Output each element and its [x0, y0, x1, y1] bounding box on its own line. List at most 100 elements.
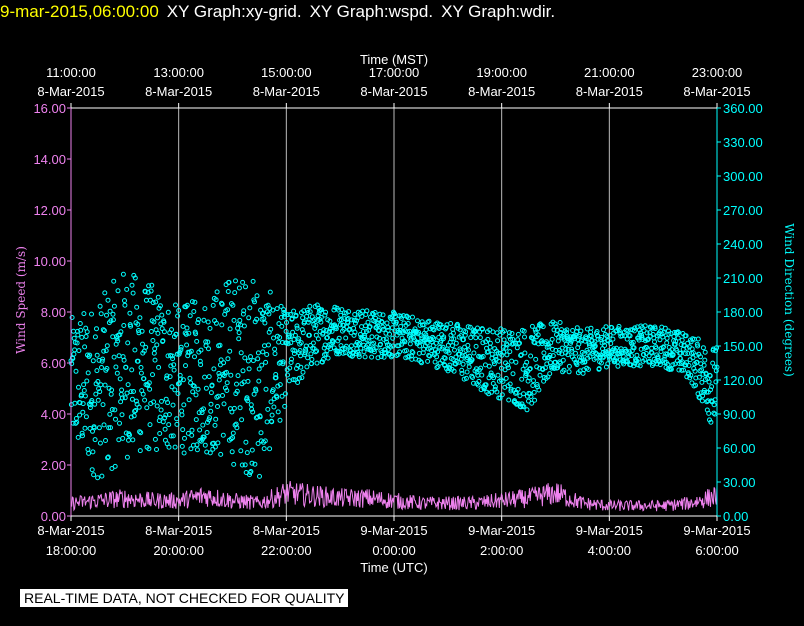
- wind-direction-point: [148, 288, 154, 294]
- wind-direction-point: [652, 339, 657, 345]
- wind-direction-point: [419, 360, 424, 366]
- wind-direction-point: [71, 335, 77, 341]
- wind-direction-point: [443, 325, 449, 331]
- wind-direction-point: [649, 345, 655, 351]
- wind-direction-point: [129, 396, 135, 402]
- wind-direction-point: [376, 328, 382, 334]
- wind-direction-point: [217, 342, 223, 348]
- wind-direction-point: [273, 372, 279, 377]
- wind-direction-point: [294, 323, 300, 329]
- wind-direction-point: [275, 409, 281, 415]
- wind-direction-point: [398, 324, 404, 329]
- wind-direction-point: [307, 303, 313, 309]
- wind-direction-point: [99, 358, 105, 364]
- wind-direction-point: [146, 283, 152, 289]
- right-tick-label: 30.00: [723, 475, 756, 490]
- wind-direction-point: [653, 345, 659, 351]
- wind-direction-point: [552, 321, 558, 327]
- wind-direction-point: [696, 374, 702, 380]
- wind-direction-point: [181, 402, 187, 408]
- wind-direction-point: [276, 321, 282, 327]
- wind-direction-point: [258, 430, 264, 436]
- wind-direction-point: [249, 406, 255, 412]
- wind-direction-point: [601, 354, 607, 360]
- wind-direction-point: [287, 365, 293, 371]
- wind-direction-point: [107, 411, 113, 417]
- wind-direction-point: [658, 349, 664, 355]
- wind-direction-point: [503, 375, 509, 381]
- wind-direction-point: [72, 347, 78, 353]
- wind-direction-point: [270, 307, 276, 313]
- wind-direction-point: [535, 332, 541, 338]
- wind-direction-point: [288, 340, 294, 346]
- wind-direction-point: [478, 365, 484, 371]
- wind-direction-point: [197, 358, 203, 364]
- wind-direction-point: [98, 382, 104, 388]
- wind-direction-point: [426, 318, 432, 324]
- wind-direction-point: [359, 313, 365, 319]
- wind-direction-point: [421, 322, 427, 328]
- wind-direction-point: [351, 325, 357, 331]
- wind-direction-point: [673, 338, 679, 344]
- wind-direction-point: [129, 367, 135, 373]
- wind-direction-point: [247, 305, 253, 311]
- wind-direction-point: [295, 380, 301, 385]
- wind-direction-point: [109, 407, 115, 412]
- wind-direction-point: [541, 350, 547, 356]
- wind-direction-point: [213, 297, 219, 303]
- wind-direction-point: [459, 353, 465, 359]
- wind-direction-point: [71, 328, 76, 334]
- wind-direction-point: [528, 394, 534, 399]
- wind-direction-point: [547, 360, 553, 366]
- wind-direction-point: [102, 382, 108, 388]
- wind-direction-point: [470, 375, 475, 380]
- wind-direction-point: [437, 360, 443, 366]
- wind-direction-point: [129, 282, 135, 288]
- wind-direction-point: [430, 343, 436, 349]
- wind-direction-point: [77, 321, 83, 326]
- wind-direction-point: [607, 332, 613, 338]
- wind-direction-point: [307, 309, 313, 315]
- wind-direction-point: [165, 309, 171, 315]
- wind-direction-point: [250, 278, 256, 284]
- wind-direction-point: [490, 329, 496, 335]
- wind-direction-point: [261, 446, 267, 452]
- wind-direction-point: [405, 321, 411, 326]
- wind-direction-point: [389, 314, 395, 320]
- wind-direction-point: [213, 320, 219, 326]
- wind-direction-point: [77, 400, 83, 406]
- wind-direction-point: [234, 425, 240, 431]
- wind-direction-point: [140, 341, 145, 347]
- wind-direction-point: [292, 377, 298, 383]
- wind-direction-point: [380, 312, 386, 318]
- wind-direction-point: [519, 376, 525, 382]
- wind-direction-point: [424, 340, 430, 346]
- wind-direction-point: [104, 343, 110, 349]
- wind-direction-point: [151, 350, 157, 356]
- wind-direction-point: [379, 320, 385, 325]
- wind-direction-point: [430, 326, 436, 332]
- wind-direction-point: [101, 422, 107, 428]
- wind-direction-point: [510, 341, 516, 347]
- wind-direction-point: [306, 332, 312, 338]
- wind-direction-point: [425, 358, 431, 364]
- wind-direction-point: [693, 352, 699, 358]
- wind-direction-point: [310, 340, 316, 346]
- wind-direction-point: [272, 351, 278, 357]
- wind-direction-point: [402, 339, 408, 345]
- wind-direction-point: [639, 334, 645, 340]
- wind-direction-point: [462, 332, 468, 338]
- wind-direction-point: [268, 326, 274, 332]
- right-tick-label: 360.00: [723, 101, 763, 116]
- wind-direction-point: [110, 317, 116, 323]
- top-axis-label: Time (MST): [360, 52, 428, 67]
- wind-direction-point: [95, 475, 101, 481]
- wind-direction-point: [229, 449, 235, 455]
- wind-direction-point: [312, 317, 317, 323]
- wind-direction-point: [94, 368, 100, 374]
- wind-direction-point: [112, 463, 118, 469]
- wind-direction-point: [338, 312, 344, 318]
- wind-direction-point: [196, 410, 202, 416]
- wind-direction-point: [158, 407, 164, 413]
- wind-direction-point: [293, 312, 299, 318]
